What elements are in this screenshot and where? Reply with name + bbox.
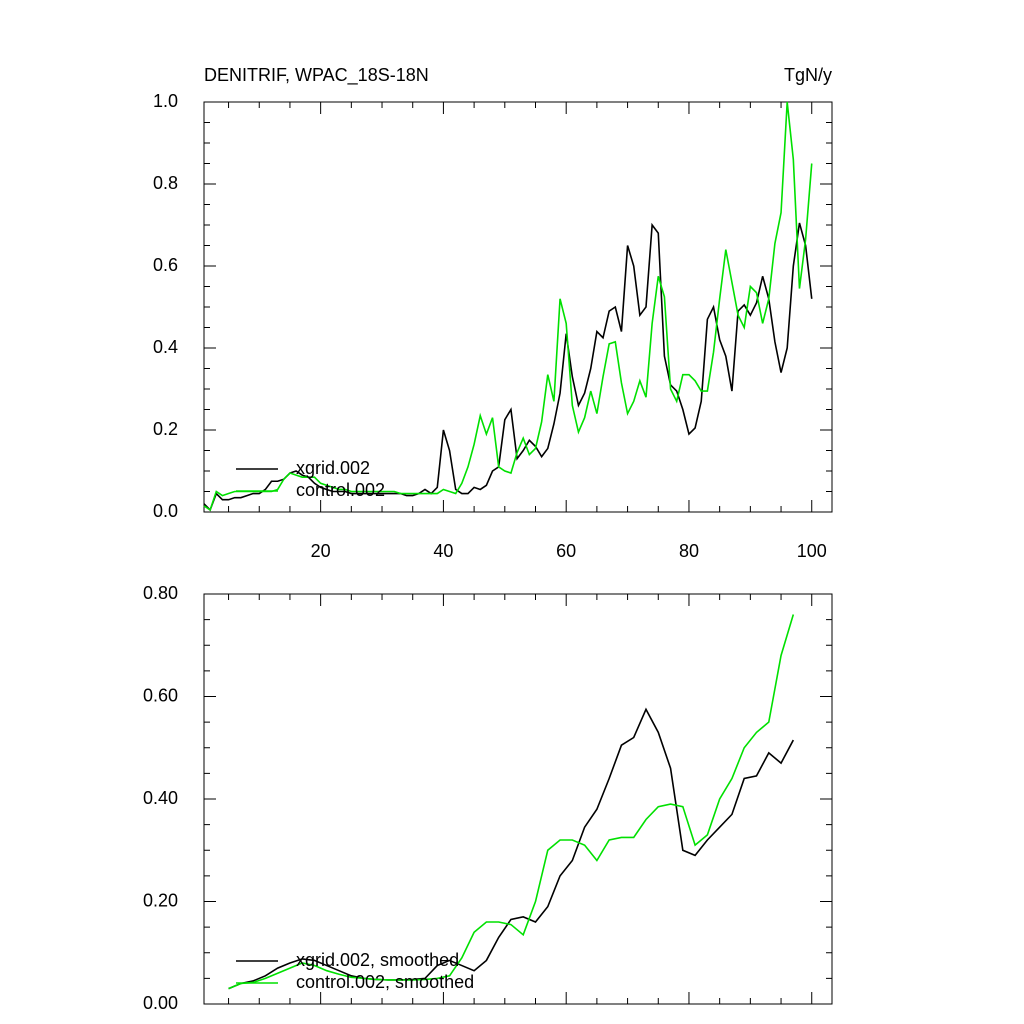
y-tick-label: 0.2 bbox=[153, 419, 178, 439]
data-line bbox=[228, 707, 795, 990]
y-tick-label: 0.80 bbox=[143, 583, 178, 603]
x-tick-label: 80 bbox=[679, 541, 699, 561]
x-tick-label: 60 bbox=[556, 541, 576, 561]
chart-title: DENITRIF, WPAC_18S-18N bbox=[204, 65, 429, 86]
units-label: TgN/y bbox=[784, 65, 832, 85]
legend-label: xgrid.002 bbox=[296, 458, 370, 478]
data-line bbox=[203, 101, 813, 512]
legend-label: xgrid.002, smoothed bbox=[296, 950, 459, 970]
y-tick-label: 0.20 bbox=[143, 890, 178, 910]
x-tick-label: 40 bbox=[433, 541, 453, 561]
legend-label: control.002, smoothed bbox=[296, 972, 474, 992]
y-tick-label: 0.0 bbox=[153, 501, 178, 521]
data-line bbox=[203, 222, 813, 512]
y-tick-label: 0.00 bbox=[143, 993, 178, 1013]
data-line bbox=[228, 614, 795, 990]
y-tick-label: 0.40 bbox=[143, 788, 178, 808]
y-tick-label: 1.0 bbox=[153, 91, 178, 111]
y-tick-label: 0.8 bbox=[153, 173, 178, 193]
legend-label: control.002 bbox=[296, 480, 385, 500]
y-tick-label: 0.4 bbox=[153, 337, 178, 357]
y-tick-label: 0.60 bbox=[143, 685, 178, 705]
x-tick-label: 20 bbox=[311, 541, 331, 561]
y-tick-label: 0.6 bbox=[153, 255, 178, 275]
x-tick-label: 100 bbox=[797, 541, 827, 561]
